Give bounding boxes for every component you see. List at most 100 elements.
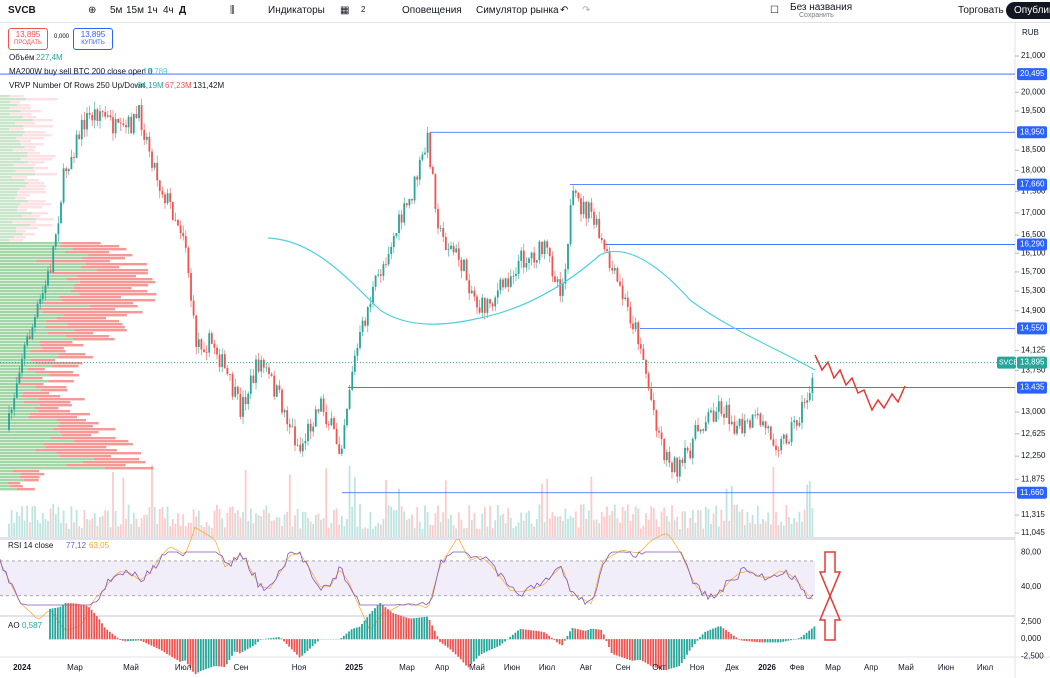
volume-bar [624, 510, 627, 537]
level-label: 13,435 [1020, 383, 1045, 392]
volume-bar [702, 528, 705, 537]
profile-up [0, 461, 83, 464]
ao-bar [397, 614, 400, 640]
ao-bar [223, 639, 226, 668]
candle-body [294, 426, 296, 446]
volume-bar [369, 511, 372, 537]
volume-bar [704, 506, 707, 537]
profile-down [28, 182, 45, 185]
profile-up [0, 266, 82, 269]
profile-up [0, 413, 30, 416]
ao-bar [407, 618, 410, 640]
profile-down [70, 290, 148, 293]
ao-bar [137, 639, 140, 641]
volume-bar [502, 513, 504, 537]
interval[interactable]: 5м [110, 5, 123, 16]
interval[interactable]: 15м [126, 5, 144, 16]
ao-bar [171, 639, 174, 658]
candle-body [398, 214, 400, 234]
profile-down [57, 356, 93, 359]
candle-body [699, 429, 702, 432]
ao-bar [301, 639, 304, 656]
profile-down [35, 386, 67, 389]
volume-bar [195, 516, 198, 537]
interval[interactable]: 1ч [147, 5, 158, 16]
profile-up [0, 173, 36, 176]
volume-bar [460, 519, 463, 537]
ao-bar [589, 628, 592, 640]
candle-body [431, 167, 434, 175]
redo[interactable]: ↷ [582, 5, 591, 16]
interval[interactable]: Д [179, 5, 187, 16]
chart-type[interactable]: ⫼ [230, 5, 235, 16]
ao-bar [413, 618, 415, 640]
undo[interactable]: ↶ [560, 5, 569, 16]
ao-bar [678, 639, 681, 667]
layout-name[interactable]: Без названия [790, 2, 853, 13]
indicators[interactable]: Индикаторы [268, 5, 325, 16]
buy-button[interactable]: 13,895 КУПИТЬ [73, 28, 113, 50]
layouts[interactable]: ▦ [340, 5, 350, 16]
level-label: 14,550 [1020, 324, 1045, 333]
replay[interactable]: Симулятор рынка [476, 5, 559, 16]
profile-down [60, 455, 111, 458]
candle-body [455, 248, 458, 253]
volume-bar [725, 488, 728, 537]
volume-bar [650, 506, 653, 537]
ao-bar [566, 635, 569, 640]
candle-body [122, 123, 125, 126]
volume-bar [286, 511, 289, 537]
symbol[interactable]: SVCB [8, 5, 36, 16]
ao-bar [740, 639, 743, 641]
ao-bar [498, 639, 501, 646]
profile-down [9, 101, 21, 104]
volume-bar [535, 518, 538, 537]
ao-bar [652, 639, 655, 667]
y-tick-label: 16,500 [1021, 230, 1046, 239]
profile-up [0, 368, 28, 371]
interval[interactable]: 4ч [163, 5, 174, 16]
ao-bar [420, 617, 423, 640]
candle-body [756, 413, 759, 416]
publish[interactable]: Опубликовать [1006, 2, 1050, 19]
candle-body [379, 274, 382, 276]
volume-bar [616, 518, 619, 537]
candle-body [361, 320, 364, 332]
alerts[interactable]: Оповещения [402, 5, 462, 16]
volume-bar [60, 522, 62, 537]
ao-bar [64, 603, 67, 640]
layout-box[interactable]: ☐ [770, 5, 779, 16]
profile-up [0, 296, 60, 299]
profile-up [0, 215, 22, 218]
profile-up [0, 323, 68, 326]
volume-bar [551, 512, 554, 537]
candle-body [660, 432, 663, 440]
trade[interactable]: Торговать [958, 5, 1004, 16]
profile-down [17, 206, 43, 209]
volume-bar [322, 518, 325, 537]
sell-button[interactable]: 13,895 ПРОДАТЬ [8, 28, 48, 50]
ao-bar [621, 639, 623, 658]
volume-bar [678, 528, 681, 537]
save[interactable]: Сохранить [799, 12, 834, 19]
candle-body [213, 343, 216, 348]
volume-bar [561, 520, 564, 537]
profile-up [0, 446, 46, 449]
candle-body [262, 359, 265, 368]
profile-down [32, 119, 53, 122]
ao-bar [475, 639, 478, 659]
profile-up [0, 293, 80, 296]
volume-bar [8, 523, 10, 537]
candle-body [707, 412, 710, 423]
add-symbol[interactable]: ⊕ [88, 5, 97, 16]
ao-bar [631, 639, 634, 661]
spread: 0,000 [54, 34, 70, 40]
volume-bar [151, 465, 153, 537]
volume-bar [444, 480, 447, 537]
ao-bar [530, 630, 532, 640]
profile-down [52, 428, 116, 431]
profile-down [49, 374, 80, 377]
profile-down [12, 470, 40, 473]
level-label: 18,950 [1020, 127, 1045, 136]
